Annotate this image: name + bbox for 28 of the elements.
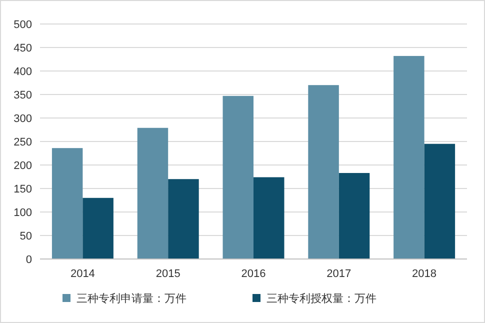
- bar: [254, 177, 284, 259]
- x-tick-label: 2018: [412, 268, 437, 280]
- x-tick-label: 2017: [326, 268, 352, 280]
- y-tick-label: 150: [14, 183, 32, 196]
- bar: [52, 148, 83, 259]
- legend-label: 三种专利授权量：万件: [266, 292, 376, 305]
- y-tick-label: 200: [14, 160, 32, 172]
- bar: [168, 179, 199, 259]
- legend-label: 三种专利申请量：万件: [76, 292, 186, 305]
- bar: [137, 128, 168, 259]
- y-tick-label: 350: [14, 89, 32, 102]
- bar: [424, 144, 456, 259]
- bar: [394, 56, 424, 259]
- y-tick-label: 300: [14, 112, 32, 125]
- y-tick-label: 0: [26, 254, 32, 266]
- bar: [82, 198, 114, 259]
- y-tick-label: 50: [20, 230, 32, 242]
- x-tick-label: 2014: [70, 268, 95, 280]
- y-tick-label: 500: [14, 18, 32, 31]
- x-tick-label: 2016: [241, 268, 266, 280]
- y-tick-label: 100: [14, 206, 32, 219]
- y-tick-label: 400: [14, 66, 32, 78]
- bar: [222, 96, 254, 259]
- bar: [338, 172, 370, 259]
- bar: [308, 85, 339, 259]
- y-tick-label: 250: [14, 136, 32, 148]
- y-tick-label: 450: [14, 42, 32, 54]
- x-tick-label: 2015: [156, 268, 180, 280]
